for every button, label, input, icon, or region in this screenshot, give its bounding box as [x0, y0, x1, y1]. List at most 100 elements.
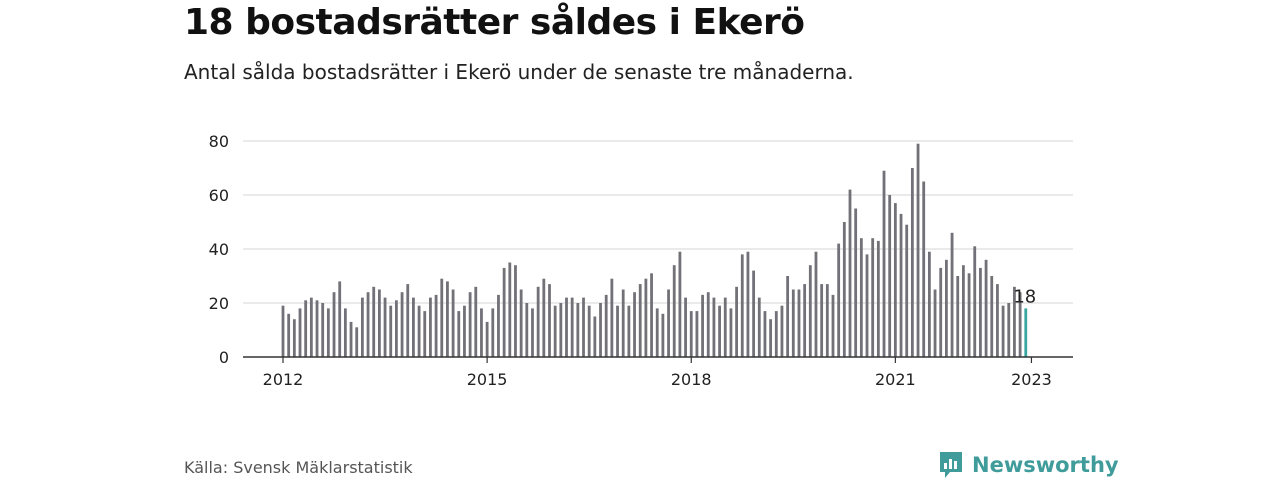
- bar: [757, 297, 761, 357]
- bar: [865, 254, 869, 357]
- bar: [825, 284, 829, 357]
- bar: [621, 289, 625, 357]
- grid-lines: 0 20 40 60 80: [209, 132, 1073, 367]
- brand-logo: Newsworthy: [938, 450, 1119, 480]
- bar: [672, 265, 676, 357]
- bar: [695, 311, 699, 357]
- bar: [667, 289, 670, 357]
- x-tick-label: 2012: [263, 370, 304, 389]
- bar: [956, 276, 960, 357]
- bar: [446, 281, 449, 357]
- bar: [899, 213, 903, 357]
- bar: [706, 292, 710, 357]
- x-tick-label: 2018: [671, 370, 712, 389]
- y-tick-label: 20: [209, 294, 229, 313]
- bar: [638, 284, 642, 357]
- bar: [735, 286, 738, 357]
- bar: [502, 267, 506, 357]
- bar: [905, 224, 909, 357]
- chart-subtitle: Antal sålda bostadsrätter i Ekerö under …: [184, 60, 854, 84]
- bar: [723, 297, 727, 357]
- bar: [910, 168, 914, 357]
- bar: [372, 286, 376, 357]
- x-tick-label: 2021: [875, 370, 916, 389]
- bar: [315, 300, 319, 357]
- y-tick-label: 40: [209, 240, 229, 259]
- bar: [349, 321, 353, 357]
- bar: [457, 311, 461, 357]
- newsworthy-icon: [940, 452, 962, 478]
- bar: [281, 305, 285, 357]
- bar: [304, 300, 308, 357]
- bars: [281, 143, 1028, 357]
- bar: [950, 232, 954, 357]
- bar: [366, 292, 370, 357]
- bar: [990, 276, 994, 357]
- bar: [338, 281, 342, 357]
- bar: [650, 273, 653, 357]
- x-tick-label: 2023: [1011, 370, 1052, 389]
- bar: [326, 308, 330, 357]
- bar: [973, 246, 977, 357]
- bar: [570, 297, 574, 357]
- bar: [531, 308, 534, 357]
- bar: [927, 251, 931, 357]
- bar: [389, 305, 393, 357]
- bar: [616, 305, 619, 357]
- bar: [661, 313, 665, 357]
- bar: [979, 267, 982, 357]
- y-tick-label: 60: [209, 186, 229, 205]
- bar: [786, 276, 790, 357]
- chart-title: 18 bostadsrätter såldes i Ekerö: [184, 2, 805, 43]
- bar: [485, 321, 489, 357]
- bar: [309, 297, 313, 357]
- bar: [814, 251, 818, 357]
- bar: [377, 289, 381, 357]
- bar: [848, 189, 852, 357]
- bar: [519, 289, 523, 357]
- bar: [565, 297, 568, 357]
- bar: [655, 308, 659, 357]
- bar: [514, 265, 517, 357]
- bar: [474, 286, 478, 357]
- bar: [593, 316, 597, 357]
- bar: [525, 303, 529, 357]
- bar-highlight: [1024, 308, 1028, 357]
- bar: [400, 292, 404, 357]
- bar: [888, 195, 892, 357]
- bar: [922, 181, 926, 357]
- bar: [882, 170, 886, 357]
- bar: [797, 289, 801, 357]
- bar-chart: 0 20 40 60 80 2012 2015 2018 2021 2023 18: [209, 132, 1073, 389]
- bar: [553, 305, 557, 357]
- bar: [536, 286, 540, 357]
- bar: [559, 303, 563, 357]
- bar: [417, 305, 421, 357]
- bar: [837, 243, 841, 357]
- bar: [298, 308, 302, 357]
- bar: [678, 251, 682, 357]
- bar: [321, 303, 325, 357]
- bar: [876, 240, 880, 357]
- bar: [497, 294, 500, 357]
- bar: [576, 303, 580, 357]
- bar: [633, 292, 636, 357]
- bar: [644, 278, 648, 357]
- bar: [395, 300, 398, 357]
- bar: [582, 297, 585, 357]
- bar: [944, 259, 948, 357]
- bar: [429, 297, 432, 357]
- brand-name: Newsworthy: [972, 453, 1119, 477]
- bar: [480, 308, 483, 357]
- y-tick-label: 0: [219, 348, 229, 367]
- bar: [451, 289, 455, 357]
- bar: [689, 311, 693, 357]
- bar: [406, 284, 410, 357]
- bar: [808, 265, 812, 357]
- bar: [820, 284, 824, 357]
- bar: [610, 278, 614, 357]
- bar: [627, 305, 631, 357]
- bar: [684, 297, 687, 357]
- bar: [463, 305, 466, 357]
- x-tick-label: 2015: [467, 370, 508, 389]
